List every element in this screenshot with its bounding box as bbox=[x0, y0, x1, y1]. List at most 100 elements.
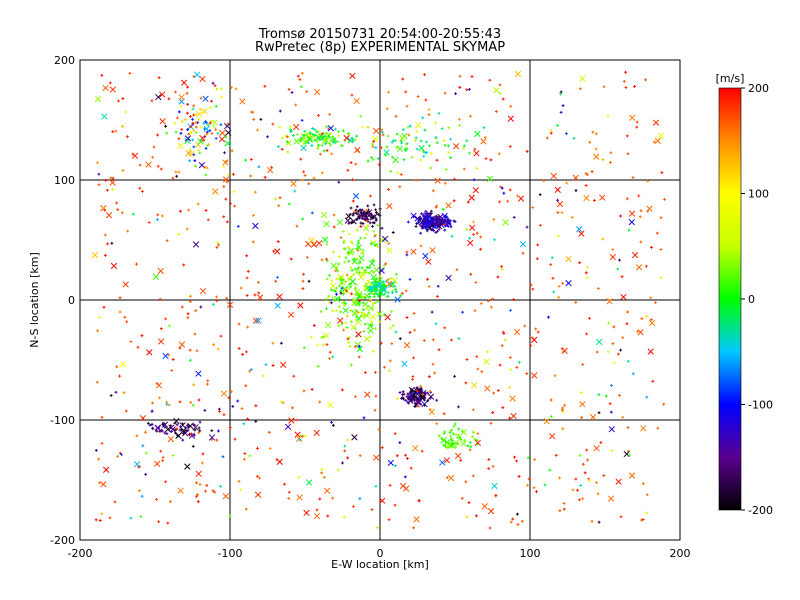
data-point-plus bbox=[562, 501, 566, 505]
data-point-plus bbox=[409, 391, 413, 395]
data-point-plus bbox=[332, 225, 336, 229]
data-point-cross bbox=[440, 436, 448, 443]
data-point-plus bbox=[452, 219, 456, 223]
data-point-plus bbox=[138, 186, 142, 190]
data-point-cross bbox=[296, 494, 303, 501]
data-point-plus bbox=[229, 86, 233, 89]
data-point-cross bbox=[640, 425, 647, 432]
data-point-plus bbox=[395, 454, 399, 458]
data-point-plus bbox=[204, 147, 208, 150]
data-point-plus bbox=[466, 200, 470, 204]
data-point-plus bbox=[246, 417, 249, 421]
data-point-plus bbox=[440, 218, 444, 222]
data-point-plus bbox=[494, 493, 498, 497]
data-point-plus bbox=[348, 336, 351, 339]
data-point-plus bbox=[497, 152, 501, 156]
data-point-plus bbox=[359, 114, 363, 118]
data-point-plus bbox=[159, 167, 163, 171]
data-point-plus bbox=[163, 431, 167, 435]
data-point-plus bbox=[431, 338, 435, 342]
data-point-plus bbox=[109, 394, 113, 397]
data-point-plus bbox=[97, 457, 101, 461]
data-point-plus bbox=[649, 318, 653, 322]
data-point-plus bbox=[508, 188, 512, 192]
data-point-plus bbox=[303, 129, 307, 133]
data-point-plus bbox=[368, 335, 372, 339]
data-point-plus bbox=[408, 277, 412, 281]
data-point-plus bbox=[257, 291, 261, 295]
data-point-plus bbox=[387, 188, 390, 191]
data-point-plus bbox=[427, 221, 431, 225]
data-point-plus bbox=[254, 190, 257, 194]
data-point-plus bbox=[240, 407, 244, 410]
data-point-plus bbox=[198, 107, 202, 111]
data-point-cross bbox=[323, 487, 331, 494]
data-point-plus bbox=[443, 326, 447, 330]
data-point-cross bbox=[413, 398, 421, 405]
data-point-plus bbox=[489, 305, 493, 309]
data-point-cross bbox=[208, 434, 216, 441]
data-point-plus bbox=[597, 393, 601, 397]
data-point-plus bbox=[473, 309, 477, 313]
data-point-plus bbox=[175, 174, 179, 178]
data-point-plus bbox=[117, 99, 120, 103]
data-point-cross bbox=[276, 458, 283, 465]
data-point-plus bbox=[185, 91, 189, 95]
data-point-plus bbox=[229, 202, 232, 205]
data-point-plus bbox=[515, 459, 518, 463]
data-point-plus bbox=[404, 398, 408, 402]
data-point-plus bbox=[163, 425, 167, 429]
data-point-plus bbox=[198, 429, 202, 433]
data-point-plus bbox=[626, 310, 629, 314]
data-point-plus bbox=[231, 405, 235, 408]
data-point-cross bbox=[441, 212, 448, 220]
data-point-plus bbox=[220, 95, 223, 99]
data-point-plus bbox=[94, 518, 98, 522]
y-tick-label: 100 bbox=[54, 174, 75, 187]
data-point-plus bbox=[413, 405, 417, 408]
data-point-plus bbox=[194, 121, 198, 125]
data-point-plus bbox=[344, 321, 347, 325]
data-point-plus bbox=[101, 206, 105, 210]
data-point-plus bbox=[375, 287, 379, 291]
data-point-plus bbox=[354, 287, 358, 291]
data-point-plus bbox=[167, 97, 171, 101]
data-point-cross bbox=[403, 342, 411, 349]
data-point-plus bbox=[498, 83, 502, 87]
data-point-plus bbox=[651, 379, 655, 383]
data-point-plus bbox=[445, 476, 449, 479]
data-point-plus bbox=[596, 287, 600, 290]
data-point-plus bbox=[535, 257, 539, 261]
data-point-plus bbox=[335, 292, 338, 296]
data-point-cross bbox=[220, 390, 228, 397]
data-point-plus bbox=[312, 138, 316, 142]
data-point-plus bbox=[335, 277, 339, 281]
data-point-plus bbox=[129, 516, 133, 520]
data-point-cross bbox=[468, 194, 475, 201]
data-point-plus bbox=[329, 143, 332, 147]
data-point-plus bbox=[459, 438, 463, 441]
data-point-plus bbox=[652, 140, 656, 144]
data-point-plus bbox=[432, 189, 435, 193]
data-point-plus bbox=[469, 445, 473, 448]
data-point-plus bbox=[296, 74, 300, 78]
data-point-plus bbox=[371, 349, 375, 353]
data-point-cross bbox=[418, 144, 425, 152]
data-point-plus bbox=[430, 310, 434, 314]
data-point-plus bbox=[610, 384, 613, 387]
data-point-plus bbox=[335, 267, 339, 270]
data-point-plus bbox=[380, 146, 383, 150]
data-point-plus bbox=[354, 138, 357, 142]
data-point-plus bbox=[402, 158, 406, 162]
data-point-plus bbox=[644, 264, 648, 268]
data-point-plus bbox=[570, 215, 574, 219]
data-point-plus bbox=[388, 359, 392, 363]
data-point-plus bbox=[398, 441, 402, 445]
data-point-plus bbox=[111, 187, 115, 191]
data-point-plus bbox=[232, 172, 235, 176]
data-point-plus bbox=[210, 99, 213, 103]
data-point-plus bbox=[245, 254, 249, 258]
data-point-cross bbox=[134, 461, 141, 468]
data-point-plus bbox=[378, 320, 381, 324]
data-point-plus bbox=[302, 272, 305, 276]
